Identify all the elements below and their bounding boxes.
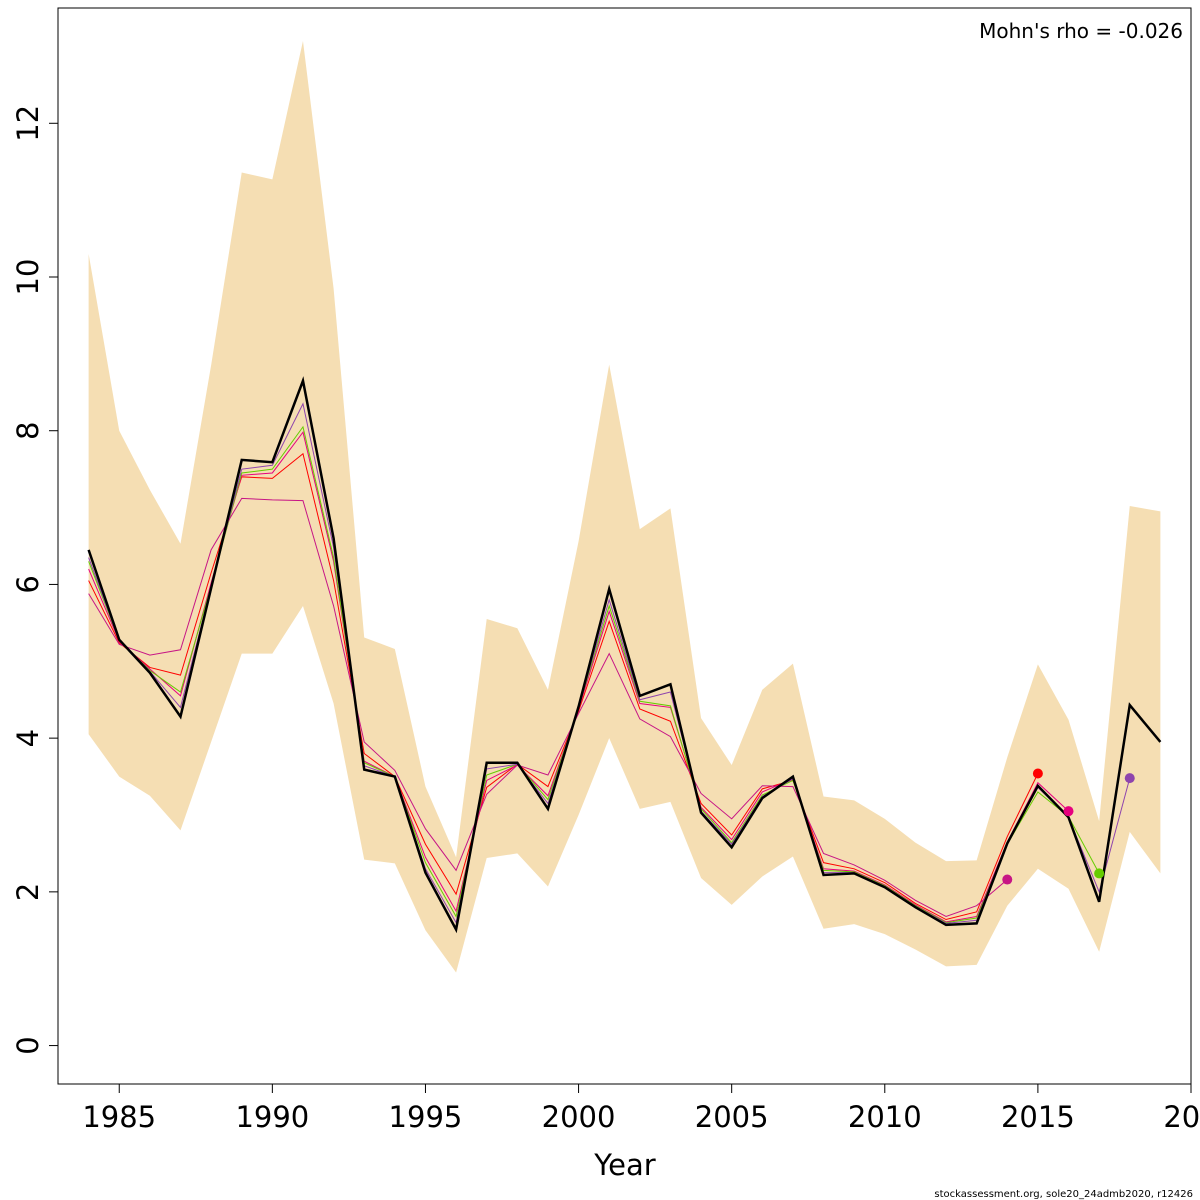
y-tick-label: 8 <box>11 421 45 439</box>
retro-series-line-5 <box>88 497 1008 917</box>
plot-area <box>87 41 1162 973</box>
x-tick-label: 1995 <box>389 1100 463 1134</box>
credit-text: stockassessment.org, sole20_24admb2020, … <box>934 1189 1193 1200</box>
y-tick-label: 6 <box>11 575 45 593</box>
mohns-rho-annotation: Mohn's rho = -0.026 <box>979 19 1183 43</box>
confidence-band <box>88 41 1161 973</box>
y-axis: 0 2 4 6 8 10 12 <box>11 105 58 1055</box>
retro-series-line-4 <box>88 402 1131 925</box>
y-tick-label: 0 <box>11 1036 45 1054</box>
x-tick-label: 2005 <box>695 1100 769 1134</box>
x-tick-label: 2010 <box>848 1100 922 1134</box>
y-tick-label: 4 <box>11 729 45 747</box>
plot-frame <box>57 7 1192 1085</box>
x-tick-label: 1990 <box>235 1100 309 1134</box>
y-tick-label: 12 <box>11 105 45 142</box>
retro-series-line-3 <box>88 425 1100 924</box>
x-axis: 1985 1990 1995 2000 2005 2010 2015 202 <box>82 1084 1200 1134</box>
x-tick-label: 1985 <box>82 1100 156 1134</box>
retro-endpoint-1 <box>1032 768 1043 779</box>
y-tick-label: 10 <box>11 259 45 296</box>
x-tick-label: 2015 <box>1001 1100 1075 1134</box>
retro-endpoint-4 <box>1124 773 1135 784</box>
retro-endpoint-2 <box>1063 806 1074 817</box>
main-series-line <box>87 376 1162 934</box>
retro-endpoint-3 <box>1094 868 1105 879</box>
y-tick-label: 2 <box>11 883 45 901</box>
retro-endpoint-5 <box>1002 874 1013 885</box>
retro-series-line-1 <box>88 452 1039 921</box>
x-tick-label: 202 <box>1163 1100 1200 1134</box>
x-axis-title: Year <box>593 1148 655 1182</box>
x-tick-label: 2000 <box>542 1100 616 1134</box>
